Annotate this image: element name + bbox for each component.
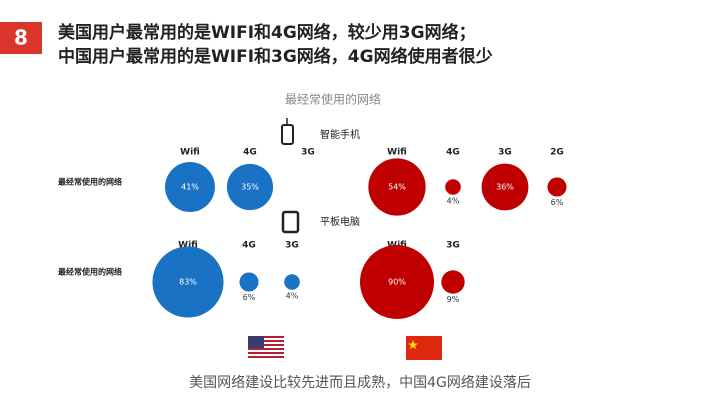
bubble xyxy=(368,158,426,216)
category-label: 2G xyxy=(550,148,564,158)
bubble xyxy=(547,177,567,197)
bubble xyxy=(445,179,461,195)
bubble xyxy=(481,163,529,211)
bubble xyxy=(239,272,259,292)
category-label: 3G xyxy=(285,241,299,251)
title-line: 美国用户最常用的是WIFI和4G网络，较少用3G网络； xyxy=(58,22,476,43)
value-label: 36% xyxy=(496,183,514,192)
device-label: 平板电脑 xyxy=(320,215,360,228)
value-label: 6% xyxy=(243,293,256,302)
bubble xyxy=(226,163,274,211)
value-label: 41% xyxy=(181,183,199,192)
category-label: Wifi xyxy=(387,148,407,158)
category-label: 3G xyxy=(446,241,460,251)
title-line: 中国用户最常用的是WIFI和3G网络，4G网络使用者很少 xyxy=(58,46,493,67)
category-label: 4G xyxy=(446,148,460,158)
value-label: 9% xyxy=(447,295,460,304)
subtitle: 最经常使用的网络 xyxy=(285,92,381,107)
us-flag xyxy=(248,336,284,360)
value-label: 54% xyxy=(388,183,406,192)
device-label: 智能手机 xyxy=(320,128,360,141)
value-label: 6% xyxy=(551,198,564,207)
slide-number: 8 xyxy=(14,26,28,50)
category-label: 3G xyxy=(301,148,315,158)
bubble xyxy=(284,274,300,290)
china-flag xyxy=(406,336,442,360)
category-label: 4G xyxy=(243,148,257,158)
value-label: 4% xyxy=(286,291,299,300)
category-label: 4G xyxy=(242,241,256,251)
bubble xyxy=(165,162,215,212)
value-label: 83% xyxy=(179,278,197,287)
value-label: 4% xyxy=(447,196,460,205)
number-box xyxy=(0,22,42,54)
bubble xyxy=(152,246,224,318)
category-label: 3G xyxy=(498,148,512,158)
category-label: Wifi xyxy=(180,148,200,158)
row-label: 最经常使用的网络 xyxy=(58,267,122,277)
value-label: 35% xyxy=(241,183,259,192)
row-label: 最经常使用的网络 xyxy=(58,177,122,187)
bubble xyxy=(441,270,465,294)
footer: 美国网络建设比较先进而且成熟，中国4G网络建设落后 xyxy=(189,375,531,391)
phone-icon xyxy=(281,118,294,145)
tablet-icon xyxy=(281,210,300,234)
category-label: Wifi xyxy=(178,241,198,251)
bubble xyxy=(360,245,434,319)
value-label: 90% xyxy=(388,278,406,287)
